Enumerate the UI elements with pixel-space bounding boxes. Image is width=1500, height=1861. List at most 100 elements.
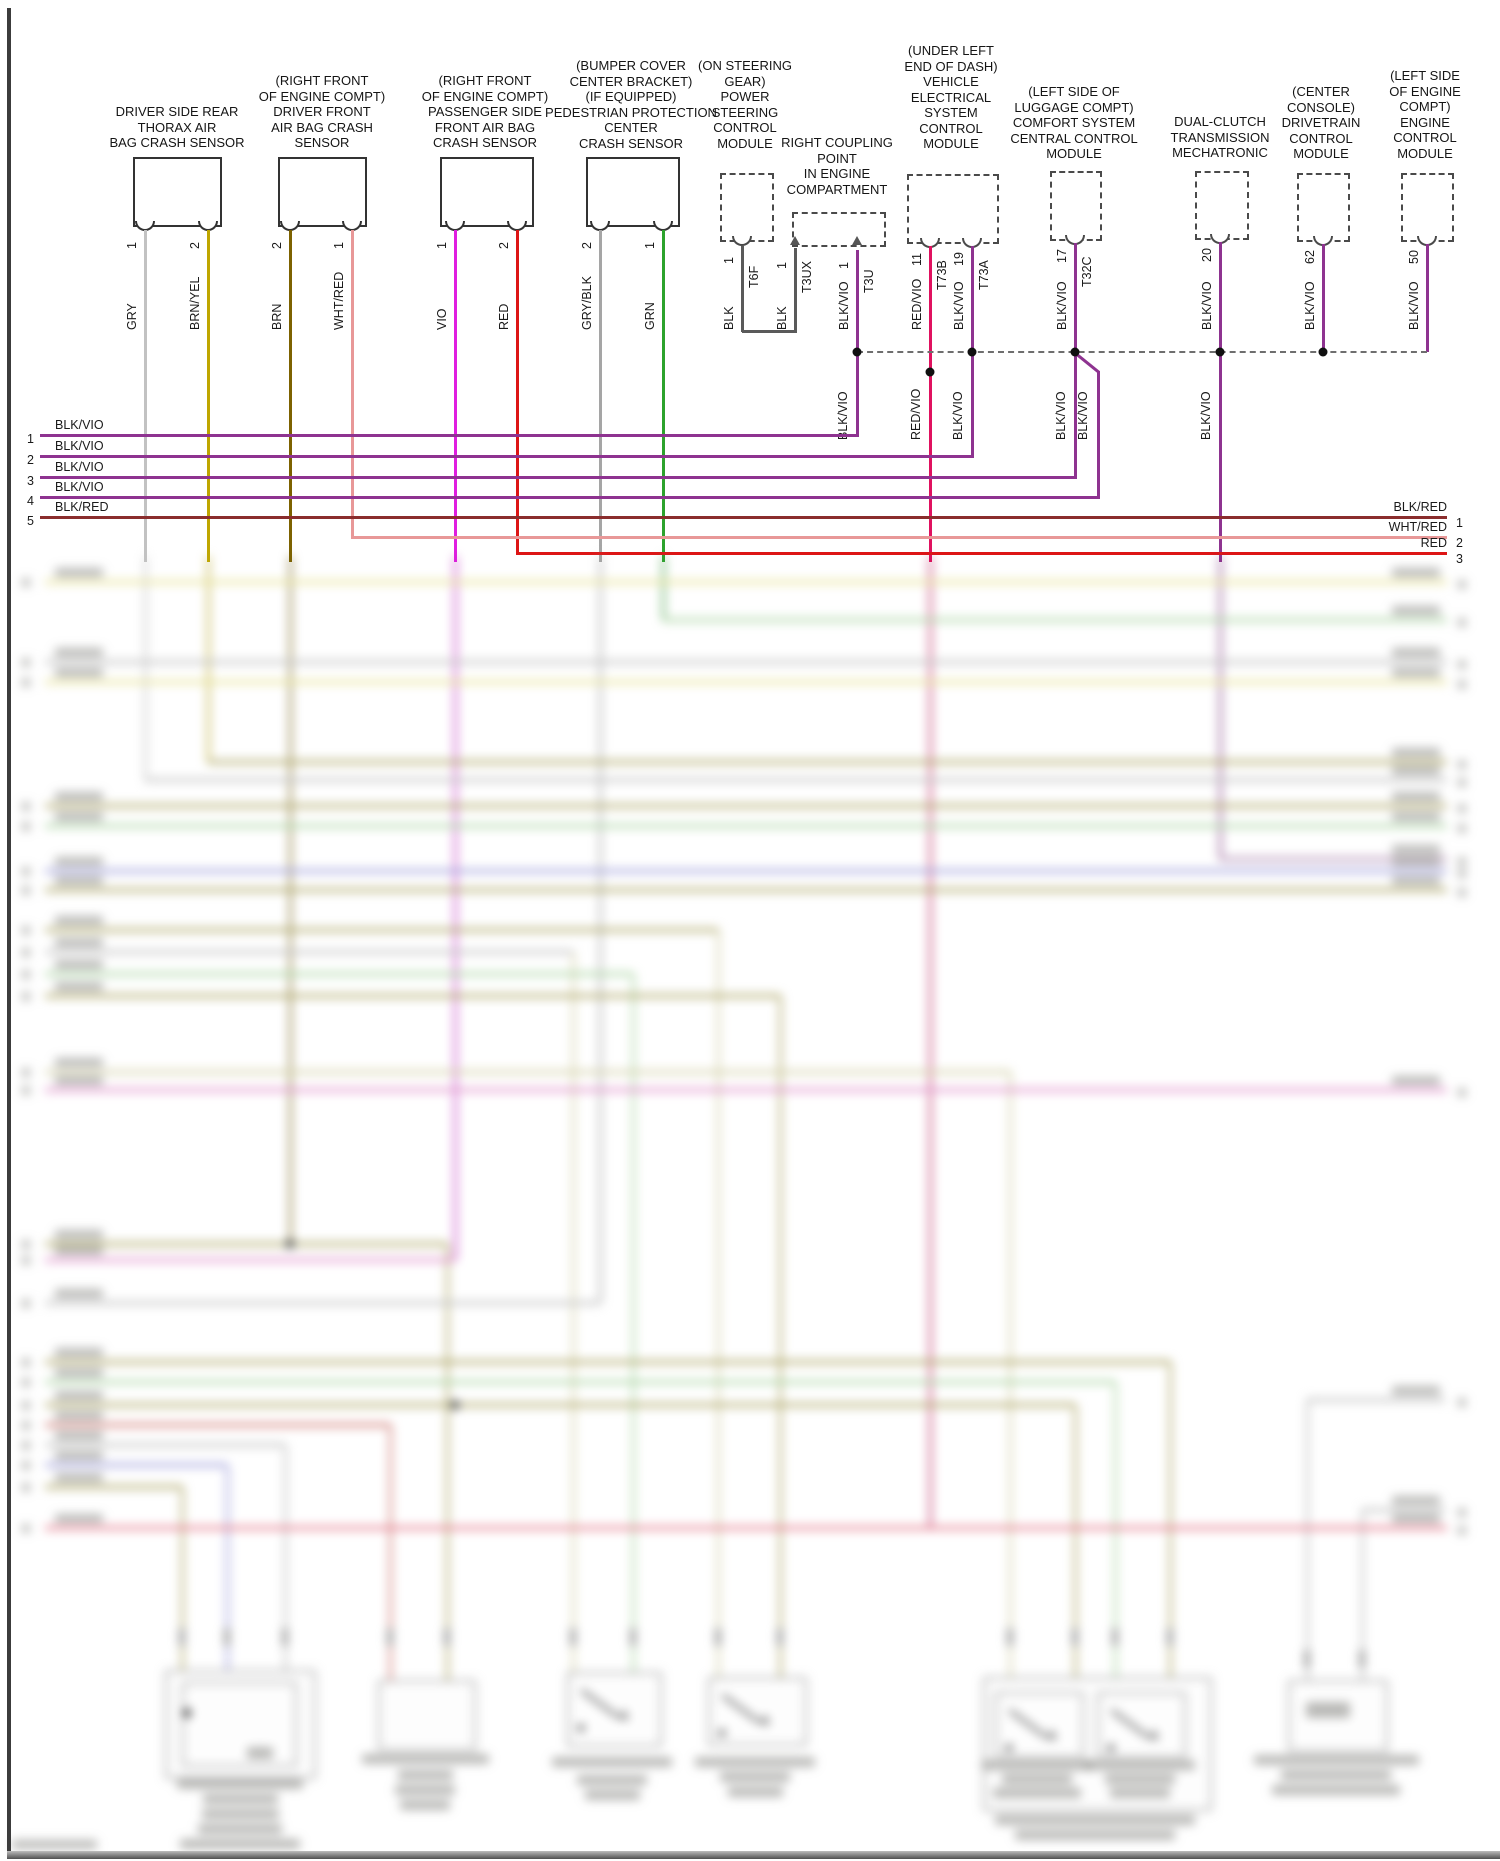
blur-left-label-blob	[55, 1391, 103, 1400]
blur-component-box-c	[567, 1672, 662, 1747]
blur-watermark-blob	[12, 1840, 97, 1849]
blur-wire-row	[45, 1423, 390, 1427]
blur-left-number-blob	[22, 1421, 30, 1430]
wire-blk	[740, 246, 744, 332]
module-label-line: DRIVETRAIN	[1281, 115, 1361, 130]
blur-left-number-blob	[22, 886, 30, 895]
blur-wire-row	[1220, 857, 1447, 861]
blur-left-label-blob	[55, 1076, 103, 1085]
blur-left-number-blob	[22, 1378, 30, 1387]
module-box-5	[792, 212, 886, 247]
module-label-line: (RIGHT FRONT	[438, 73, 532, 88]
blur-wire-row	[45, 869, 1447, 873]
blur-component-blob	[247, 1747, 273, 1759]
blur-wire-row	[45, 994, 780, 998]
module-label-line: END OF DASH)	[904, 58, 998, 74]
module-label-line: CONTROL	[713, 120, 777, 135]
bus-row	[40, 515, 1447, 519]
blur-junction-dot	[285, 1239, 295, 1249]
module-label-line: LUGGAGE COMPT)	[1014, 99, 1134, 115]
blur-wire-vertical	[180, 1487, 184, 1674]
blur-connector-stub	[1304, 1650, 1310, 1668]
blur-caption-blob	[720, 1772, 790, 1782]
blur-right-label-blob	[1392, 1076, 1440, 1085]
blur-caption-blob	[400, 1800, 450, 1810]
blur-wire-vertical	[716, 930, 720, 1681]
blur-connector-stub	[224, 1628, 230, 1646]
module-label-line: COMPARTMENT	[786, 181, 888, 197]
blur-wire-row	[45, 888, 1447, 892]
blur-wire-row	[45, 1463, 227, 1467]
wire-blk-vio	[1073, 243, 1077, 479]
blur-wire-row	[45, 824, 1447, 828]
blur-right-label-blob	[1392, 748, 1440, 757]
blur-caption-blob	[1015, 1830, 1175, 1840]
blur-wire-vertical	[1008, 1072, 1012, 1681]
blur-caption-blob	[1085, 1760, 1195, 1770]
wire-blk-vio	[1096, 371, 1100, 499]
wire-blk-vio	[1218, 242, 1222, 562]
wire-blk-jumper	[742, 329, 797, 333]
bus-row	[352, 535, 1447, 539]
blur-wire-row	[45, 1380, 1115, 1384]
blur-left-number-blob	[22, 970, 30, 979]
blur-right-number-blob	[1458, 857, 1466, 866]
blur-left-label-blob	[55, 1368, 103, 1377]
blur-right-number-blob	[1458, 1088, 1466, 1097]
blur-left-number-blob	[22, 926, 30, 935]
module-box-4	[720, 173, 774, 242]
blur-wire-row	[45, 1360, 1170, 1364]
module-label-line: (ON STEERING	[698, 58, 792, 73]
blur-left-label-blob	[55, 812, 103, 821]
blur-wire-vertical	[631, 974, 635, 1676]
blur-component-box-d	[708, 1677, 807, 1746]
module-label-line: CONTROL	[1393, 130, 1457, 145]
blur-right-label-blob	[1392, 1496, 1440, 1505]
blur-right-number-blob	[1458, 1398, 1466, 1407]
wire-red-vio	[928, 246, 932, 562]
module-label-line: CRASH SENSOR	[432, 135, 538, 150]
blur-right-label-blob	[1392, 568, 1440, 577]
left-row-number: 5	[27, 514, 34, 528]
module-label-line: (IF EQUIPPED)	[585, 89, 677, 104]
blur-caption-blob	[202, 1794, 278, 1804]
blur-left-label-blob	[55, 982, 103, 991]
blur-wire-vertical	[1113, 1382, 1117, 1681]
blur-wire-vertical	[571, 952, 575, 1676]
right-row-number: 1	[1456, 516, 1463, 530]
junction-dot	[1318, 347, 1328, 357]
module-label-line: CENTER	[604, 120, 658, 135]
module-label-line: ENGINE	[1400, 114, 1450, 130]
blur-caption-blob	[1002, 1774, 1072, 1784]
module-label-line: SYSTEM	[924, 105, 978, 120]
junction-dot	[967, 347, 977, 357]
blur-right-label-blob	[1392, 857, 1440, 866]
blur-caption-blob	[1272, 1785, 1400, 1795]
bus-row	[40, 433, 858, 437]
blur-wire-row	[45, 1485, 182, 1489]
blur-wire-row	[145, 778, 1447, 782]
blur-component-box-a-inner	[182, 1682, 297, 1767]
blur-component-box-b	[378, 1680, 476, 1751]
blur-connector-stub	[570, 1628, 576, 1646]
module-box-0	[133, 157, 222, 227]
blur-connector-stub	[1167, 1628, 1173, 1646]
right-row-number: 3	[1456, 552, 1463, 566]
module-label-line: PASSENGER SIDE	[428, 104, 542, 119]
blur-caption-blob	[1110, 1788, 1170, 1798]
blur-caption-blob	[1253, 1755, 1419, 1765]
wire-wht-red	[350, 230, 354, 539]
left-row-label: BLK/VIO	[55, 439, 104, 453]
blur-left-number-blob	[22, 867, 30, 876]
blur-junction-dot	[450, 1400, 460, 1410]
module-label-line: AIR BAG CRASH	[271, 119, 373, 135]
wire-brn	[288, 230, 292, 562]
blur-left-number-blob	[22, 678, 30, 687]
coupling-arrow-icon	[852, 236, 862, 245]
blur-wire-vertical	[778, 996, 782, 1681]
blur-right-number-blob	[1458, 580, 1466, 589]
blur-caption-blob	[995, 1815, 1195, 1825]
blur-switch-contact-dot	[718, 1729, 726, 1737]
blur-left-label-blob	[55, 960, 103, 969]
blur-right-number-blob	[1458, 618, 1466, 627]
